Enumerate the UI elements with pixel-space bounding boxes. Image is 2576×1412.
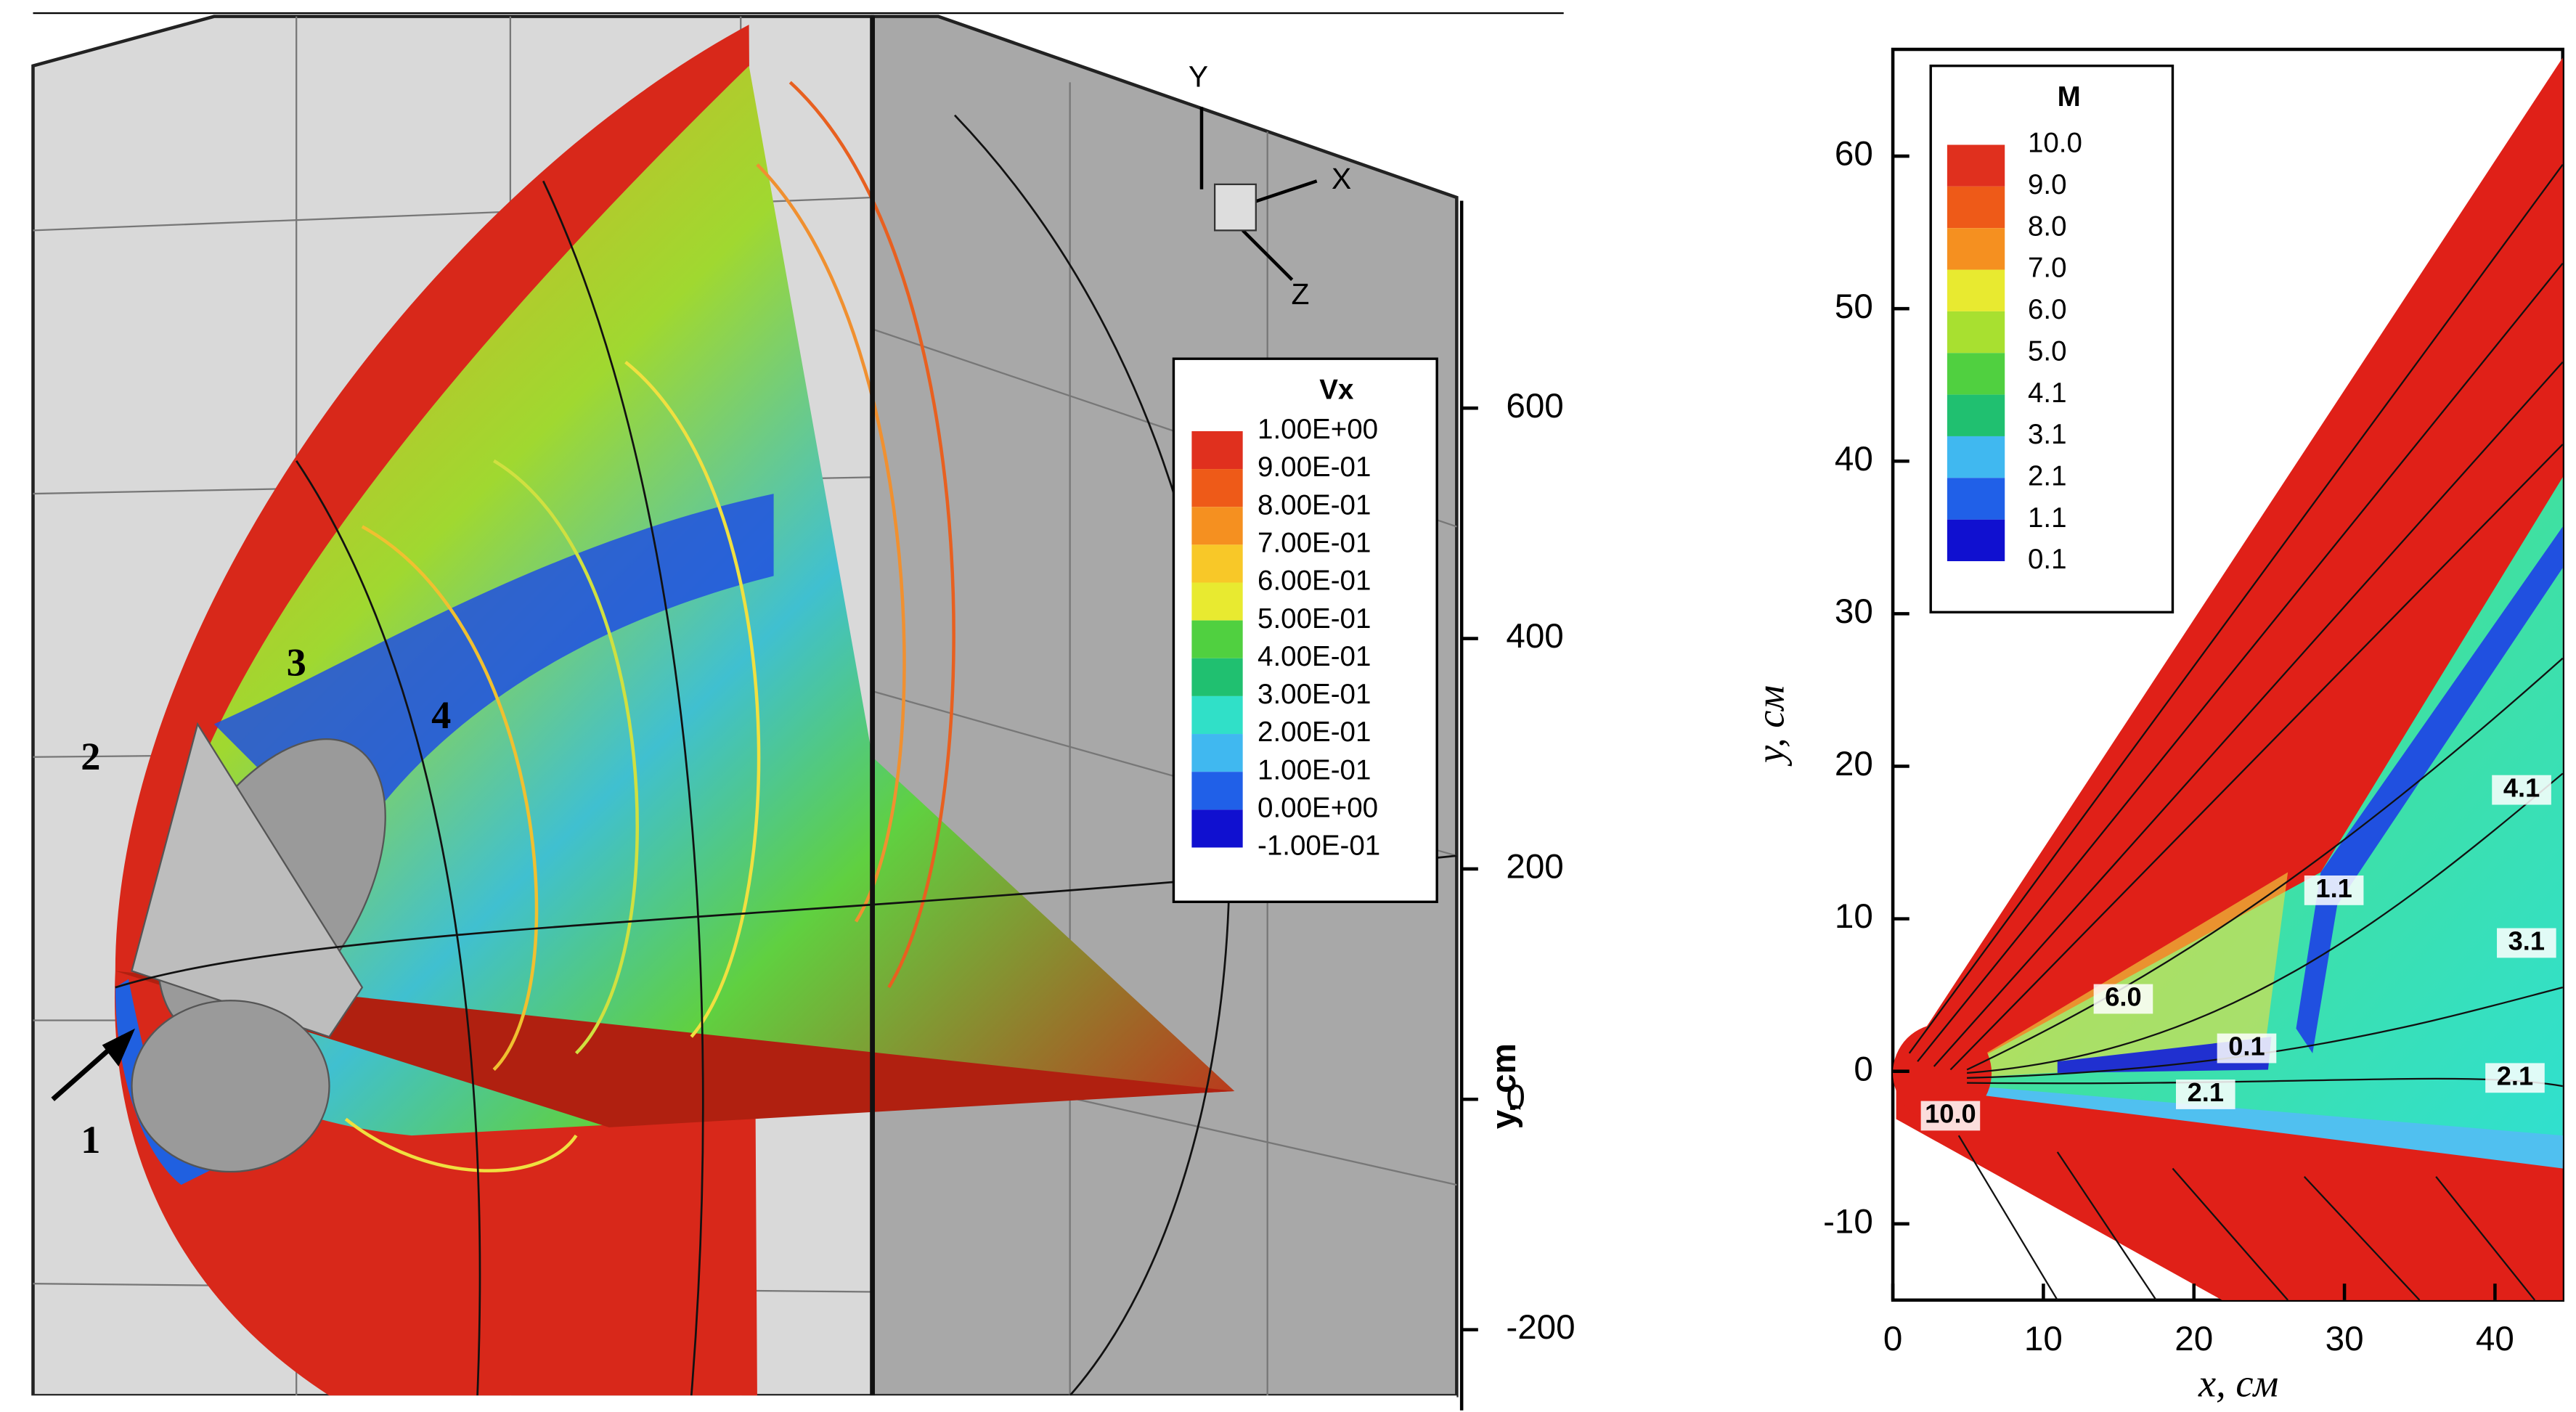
y-tick-label: 60 [1835, 135, 1873, 174]
legend-label: 10.0 [2028, 128, 2082, 159]
y-tick-label: 0 [1506, 1078, 1525, 1117]
y-tick-label: 0 [1854, 1050, 1872, 1088]
contour-label: 0.1 [2228, 1032, 2265, 1061]
legend-swatch [1191, 809, 1243, 848]
legend-swatch [1191, 507, 1243, 545]
y-tick-label: 600 [1506, 387, 1563, 425]
contour-label-bg [2175, 1080, 2235, 1109]
legend-swatch [1947, 186, 2005, 229]
legend-label: 3.1 [2028, 419, 2067, 450]
x-tick-label: 40 [2476, 1320, 2514, 1358]
legend-swatch [1947, 353, 2005, 395]
region-label: 3 [287, 641, 306, 685]
legend-label: 1.00E+00 [1258, 414, 1378, 445]
y-tick-label: 200 [1506, 848, 1563, 886]
y-axis-label: y, cm [1485, 1043, 1523, 1129]
legend-label: 2.1 [2028, 460, 2067, 491]
legend-label: 4.1 [2028, 378, 2067, 409]
legend-label: 5.0 [2028, 335, 2067, 367]
legend-label: 9.00E-01 [1258, 452, 1371, 483]
legend-label: 8.00E-01 [1258, 489, 1371, 521]
legend-label: 1.00E-01 [1258, 754, 1371, 785]
legend-label: 5.00E-01 [1258, 603, 1371, 634]
legend-label: 7.00E-01 [1258, 528, 1371, 559]
contour-label: 2.1 [2188, 1077, 2224, 1107]
legend-swatch [1191, 620, 1243, 658]
contour-label: 10.0 [1925, 1099, 1976, 1129]
legend-swatch [1947, 311, 2005, 354]
y-tick-label: 20 [1835, 745, 1873, 783]
y-tick-label: 40 [1835, 440, 1873, 478]
legend-swatch [1947, 519, 2005, 562]
axis-triad-label: Y [1189, 60, 1208, 94]
legend-swatch [1191, 695, 1243, 735]
legend-swatch [1947, 228, 2005, 270]
y-tick-label: 50 [1835, 287, 1873, 326]
contour-label-bg [2217, 1033, 2277, 1064]
legend-label: 0.1 [2028, 544, 2067, 575]
legend-swatch [1191, 658, 1243, 696]
axis-triad-label: X [1332, 162, 1351, 195]
contour-label-bg [2485, 1063, 2545, 1093]
contour-label-bg [2093, 984, 2153, 1014]
legend-title: M [2058, 81, 2081, 113]
x-tick-label: 0 [1883, 1320, 1902, 1358]
legend-label: 1.1 [2028, 502, 2067, 534]
y-tick-label: 30 [1835, 592, 1873, 631]
legend-label: 2.00E-01 [1258, 717, 1371, 748]
legend-title: Vx [1319, 375, 1354, 406]
region-label: 2 [81, 735, 100, 778]
y-tick-label: -10 [1823, 1202, 1873, 1241]
contour-label: 4.1 [2503, 773, 2540, 803]
contour-label: 2.1 [2497, 1061, 2533, 1090]
legend-label: -1.00E-01 [1258, 831, 1380, 862]
legend-label: 8.0 [2028, 211, 2067, 242]
contour-label-bg [1920, 1101, 1981, 1131]
legend-label: 3.00E-01 [1258, 679, 1371, 710]
x-tick-label: 30 [2326, 1320, 2364, 1358]
contour-label-bg [2497, 928, 2556, 958]
legend-swatch [1947, 269, 2005, 311]
legend-label: 0.00E+00 [1258, 792, 1378, 823]
left-plot [0, 12, 1564, 1412]
y-tick-label: 400 [1506, 617, 1563, 656]
legend-label: 4.00E-01 [1258, 641, 1371, 672]
x-tick-label: 20 [2174, 1320, 2213, 1358]
contour-label-bg [2492, 775, 2551, 805]
contour-label: 3.1 [2508, 926, 2545, 956]
legend-swatch [1191, 772, 1243, 810]
y-axis-label: y, см [1748, 685, 1792, 767]
legend-swatch [1947, 394, 2005, 436]
contour-label-bg [2304, 875, 2364, 905]
legend-swatch [1191, 582, 1243, 621]
y-tick-label: 10 [1835, 897, 1873, 936]
legend-swatch [1947, 436, 2005, 478]
legend-swatch [1191, 734, 1243, 772]
contour-label: 6.0 [2105, 982, 2141, 1012]
legend-swatch [1191, 430, 1243, 470]
region-label: 1 [81, 1118, 100, 1162]
legend-swatch [1947, 478, 2005, 520]
region-label: 4 [431, 693, 451, 737]
legend-swatch [1191, 469, 1243, 507]
y-tick-label: -200 [1506, 1308, 1575, 1347]
legend-label: 6.0 [2028, 294, 2067, 325]
contour-label: 1.1 [2315, 873, 2352, 903]
x-tick-label: 10 [2024, 1320, 2063, 1358]
legend-label: 7.0 [2028, 253, 2067, 284]
legend-swatch [1947, 144, 2005, 187]
legend-label: 6.00E-01 [1258, 566, 1371, 597]
legend-swatch [1191, 544, 1243, 583]
legend-label: 9.0 [2028, 169, 2067, 200]
axis-triad-label: Z [1292, 277, 1310, 311]
x-axis-label: x, см [2198, 1361, 2278, 1405]
